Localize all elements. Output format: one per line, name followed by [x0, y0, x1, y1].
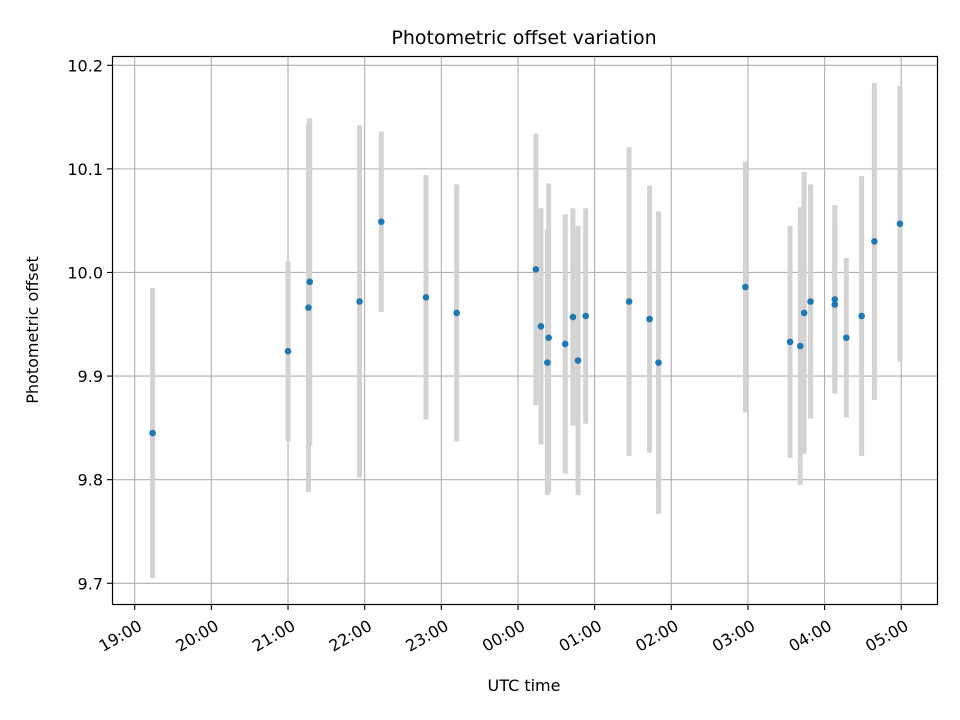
data-point — [453, 309, 460, 317]
data-point — [544, 359, 551, 366]
data-point — [831, 301, 839, 308]
plot-frame — [111, 55, 939, 606]
data-point — [871, 238, 878, 245]
data-point — [532, 266, 540, 273]
grid-layer — [113, 57, 937, 604]
data-point — [797, 342, 804, 350]
data-point — [858, 312, 865, 320]
data-point — [305, 304, 312, 312]
data-point — [569, 313, 577, 321]
x-tick-label: 21:00 — [249, 616, 298, 656]
data-point — [831, 296, 839, 303]
x-axis-ticks: 19:00 20:00 21:00 22:00 23:00 00:00 01:00 02:00… — [96, 604, 912, 656]
data-point — [422, 294, 430, 301]
data-point — [842, 334, 850, 342]
y-tick-label: 10.0 — [67, 263, 103, 282]
y-tick-label: 10.2 — [67, 56, 103, 75]
data-point — [742, 283, 749, 291]
x-tick-label: 20:00 — [172, 616, 221, 656]
x-tick-label: 00:00 — [479, 616, 528, 656]
y-tick-label: 9.8 — [78, 471, 103, 490]
x-tick-label: 03:00 — [709, 616, 758, 656]
data-point — [377, 218, 385, 226]
y-axis-label: Photometric offset — [23, 256, 42, 404]
data-point — [284, 347, 292, 355]
x-tick-label: 22:00 — [326, 616, 375, 656]
data-point — [356, 298, 363, 305]
x-tick-label: 19:00 — [96, 616, 145, 656]
error-bars — [150, 82, 903, 579]
x-tick-label: 04:00 — [786, 616, 835, 656]
x-tick-label: 05:00 — [862, 616, 911, 656]
data-point — [537, 323, 545, 330]
data-point — [786, 338, 794, 346]
y-tick-label: 9.9 — [78, 367, 103, 386]
chart-title: Photometric offset variation — [391, 27, 656, 49]
data-point — [655, 359, 662, 366]
y-tick-label: 9.7 — [78, 574, 103, 593]
data-point — [545, 334, 552, 342]
data-point — [582, 312, 589, 320]
data-point — [625, 298, 633, 305]
data-point — [800, 309, 808, 317]
x-axis-label: UTC time — [488, 676, 561, 695]
x-tick-label: 02:00 — [632, 616, 681, 656]
y-axis-ticks: 9.7 9.8 9.9 10.0 10.1 10.2 — [67, 56, 113, 593]
data-point — [306, 278, 314, 286]
data-point — [149, 429, 156, 437]
data-point — [646, 315, 653, 323]
data-point — [807, 298, 814, 305]
x-tick-label: 23:00 — [402, 616, 451, 656]
data-point — [561, 340, 569, 348]
data-points — [149, 218, 904, 437]
data-point — [896, 220, 904, 228]
y-tick-label: 10.1 — [67, 160, 103, 179]
data-point — [574, 357, 582, 364]
x-tick-label: 01:00 — [556, 616, 605, 656]
